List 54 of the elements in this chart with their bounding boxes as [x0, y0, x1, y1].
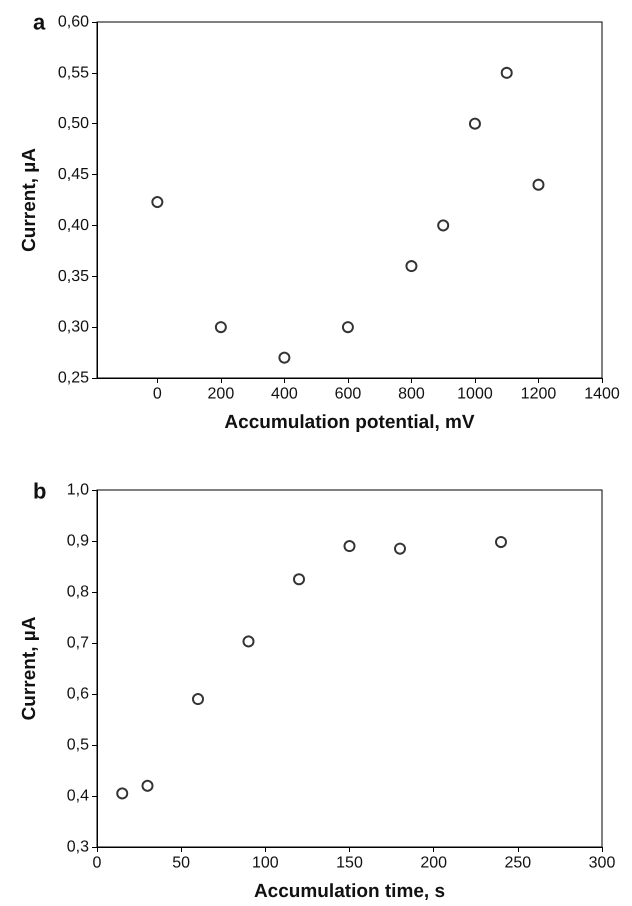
y-tick-label: 0,55: [58, 64, 90, 82]
point: [342, 321, 354, 334]
y-tick-label: 0,4: [66, 788, 90, 804]
point: [495, 536, 507, 548]
x-tick-label: 1200: [520, 386, 556, 402]
y-tick-label: 0,25: [58, 370, 90, 386]
y-tick-label: 1,0: [66, 482, 90, 498]
x-tick-label: 50: [172, 854, 190, 872]
y-tick-label: 0,60: [58, 14, 90, 30]
x-tick-label: 600: [334, 386, 362, 402]
point: [192, 693, 204, 706]
point: [405, 260, 418, 272]
x-tick-label: 400: [271, 386, 298, 402]
y-tick-label: 0,5: [66, 736, 90, 754]
chart-title: b: [33, 478, 46, 504]
y-tick-label: 0,45: [58, 166, 90, 184]
y-tick-label: 0,35: [58, 268, 90, 285]
y-axis-title: Current, µA: [19, 148, 40, 252]
point: [344, 540, 356, 552]
x-axis-title: Accumulation potential, mV: [224, 412, 475, 433]
y-axis-title: Current, µA: [19, 616, 40, 720]
x-tick-label: 0: [92, 854, 102, 872]
x-tick-label: 250: [504, 854, 532, 872]
point: [500, 66, 513, 79]
y-tick-label: 0,7: [66, 634, 90, 652]
y-tick-label: 0,6: [66, 686, 90, 702]
x-tick-label: 1000: [457, 386, 493, 402]
point: [468, 118, 481, 130]
point: [142, 780, 154, 792]
x-tick-label: 200: [208, 386, 234, 402]
point: [532, 178, 544, 191]
x-tick-label: 1400: [584, 386, 620, 402]
y-tick-label: 0,50: [58, 115, 90, 132]
point: [214, 321, 227, 334]
x-tick-label: 300: [588, 854, 616, 872]
x-tick-label: 0: [152, 386, 162, 402]
y-tick-label: 0,3: [66, 838, 90, 856]
y-tick-label: 0,8: [66, 584, 90, 600]
point: [437, 219, 450, 232]
x-tick-label: 150: [336, 854, 363, 872]
x-axis-title: Accumulation time, s: [254, 881, 446, 902]
point: [151, 196, 164, 208]
point: [394, 542, 406, 555]
y-tick-label: 0,30: [58, 318, 90, 336]
point: [242, 635, 254, 648]
point: [293, 573, 305, 586]
x-tick-label: 100: [252, 854, 279, 872]
y-tick-label: 0,40: [58, 216, 90, 234]
x-tick-label: 200: [420, 854, 448, 872]
y-tick-label: 0,9: [66, 532, 90, 550]
chart-title: a: [33, 10, 46, 34]
point: [278, 352, 290, 364]
point: [116, 787, 128, 800]
x-tick-label: 800: [398, 386, 425, 402]
